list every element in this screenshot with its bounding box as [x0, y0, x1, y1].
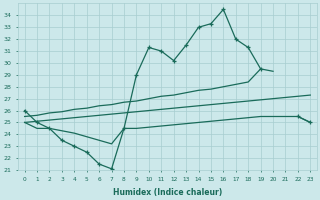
X-axis label: Humidex (Indice chaleur): Humidex (Indice chaleur): [113, 188, 222, 197]
